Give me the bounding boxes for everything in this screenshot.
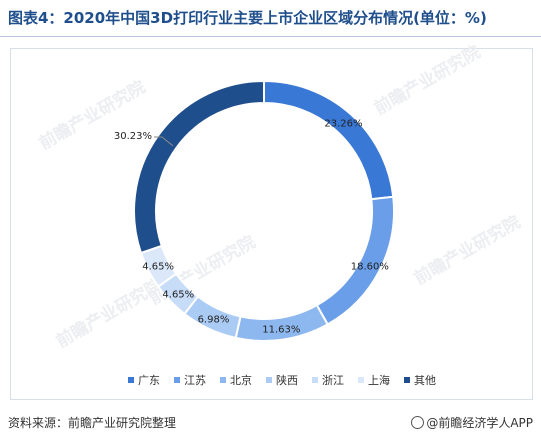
data-label-陕西: 6.98% xyxy=(198,315,230,326)
legend-swatch-江苏 xyxy=(174,377,180,383)
legend-label-陕西: 陕西 xyxy=(276,373,298,387)
slice-group xyxy=(133,79,395,342)
legend-swatch-上海 xyxy=(358,377,364,383)
data-label-其他: 30.23% xyxy=(114,131,152,142)
legend-label-江苏: 江苏 xyxy=(184,374,206,387)
legend-swatch-陕西 xyxy=(266,377,272,383)
legend-swatch-浙江 xyxy=(312,377,318,383)
donut-slice-广东 xyxy=(263,79,395,201)
legend-label-上海: 上海 xyxy=(368,373,390,387)
watermark-text: 前瞻产业研究院 xyxy=(410,211,524,289)
brand-credit: @前瞻经济学人APP xyxy=(411,414,533,431)
watermark-text: 前瞻产业研究院 xyxy=(35,76,149,154)
leader-line xyxy=(154,136,174,147)
data-label-江苏: 18.60% xyxy=(351,261,389,272)
data-label-浙江: 4.65% xyxy=(162,290,194,301)
data-label-北京: 11.63% xyxy=(262,325,300,336)
data-label-group: 23.26% 18.60% 11.63% 6.98% 4.65% 4.65% 30.23% xyxy=(114,118,389,335)
brand-name: @前瞻经济学人APP xyxy=(426,416,533,430)
leader-line-group xyxy=(154,136,174,147)
legend-label-其他: 其他 xyxy=(414,374,436,387)
legend-label-北京: 北京 xyxy=(230,373,252,387)
data-label-广东: 23.26% xyxy=(324,118,362,129)
watermark-text: 前瞻产业研究院 xyxy=(370,41,484,119)
title-divider xyxy=(0,36,541,37)
chart-title: 图表4：2020年中国3D打印行业主要上市企业区域分布情况(单位：%) xyxy=(8,9,487,27)
legend-swatch-北京 xyxy=(220,377,226,383)
watermark-text: 前瞻产业研究院 xyxy=(52,274,166,352)
legend-swatch-其他 xyxy=(404,377,410,383)
donut-slice-其他 xyxy=(133,79,265,255)
legend: 广东 江苏 北京 陕西 浙江 上海 其他 xyxy=(128,373,436,387)
brand-logo-icon xyxy=(411,416,425,429)
legend-label-广东: 广东 xyxy=(138,374,160,387)
legend-swatch-广东 xyxy=(128,377,134,383)
legend-label-浙江: 浙江 xyxy=(322,374,344,387)
source-note: 资料来源：前瞻产业研究院整理 xyxy=(8,416,177,430)
data-label-上海: 4.65% xyxy=(142,261,174,272)
